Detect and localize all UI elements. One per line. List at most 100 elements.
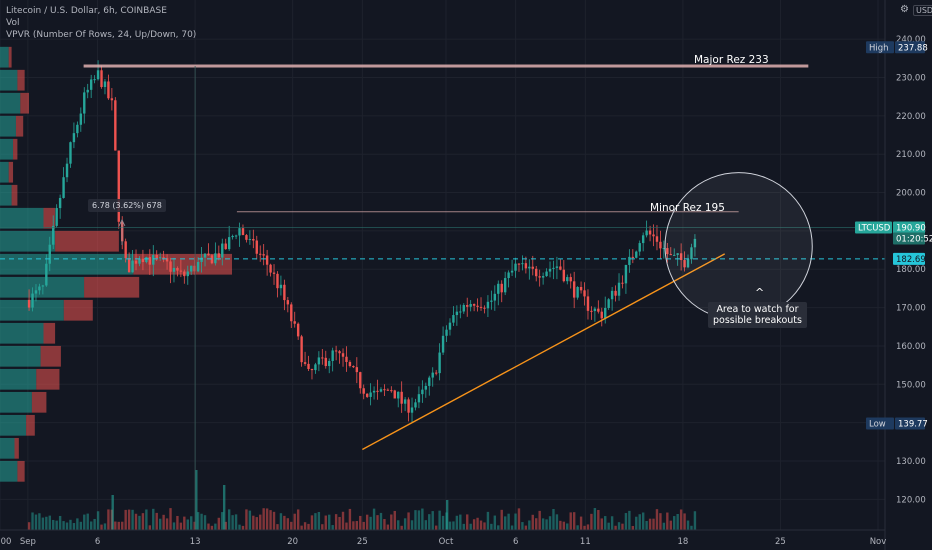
volume-bar bbox=[359, 515, 362, 530]
candle-body bbox=[162, 257, 165, 259]
candle-body bbox=[652, 234, 655, 237]
candle-body bbox=[65, 163, 69, 178]
candle-body bbox=[566, 277, 569, 282]
candle-body bbox=[466, 305, 469, 307]
candle-body bbox=[190, 265, 193, 272]
countdown-label: 01:20:52 bbox=[896, 234, 932, 244]
volume-bar bbox=[424, 520, 428, 530]
candle-body bbox=[117, 150, 120, 222]
candle-body bbox=[438, 352, 441, 374]
volume-bar bbox=[386, 524, 390, 530]
currency-label[interactable]: USD bbox=[913, 5, 932, 16]
volume-bar bbox=[55, 520, 58, 530]
candle-body bbox=[293, 321, 296, 324]
drawings bbox=[0, 64, 885, 530]
candle-body bbox=[583, 290, 586, 297]
volume-bar bbox=[283, 515, 286, 530]
volume-bar bbox=[224, 521, 227, 530]
volume-bar bbox=[597, 509, 600, 530]
volume-bar bbox=[510, 525, 514, 530]
volume-bar bbox=[635, 516, 638, 530]
candle-body bbox=[597, 308, 600, 312]
candle-body bbox=[579, 286, 583, 291]
volume-bar bbox=[141, 513, 145, 530]
candle-body bbox=[693, 238, 697, 248]
candle-body bbox=[259, 253, 262, 255]
volume-bar bbox=[517, 508, 521, 530]
candle-body bbox=[607, 299, 610, 308]
candle-body bbox=[538, 276, 541, 278]
dashed-level-label-bg bbox=[893, 252, 925, 265]
candle-body bbox=[76, 124, 79, 134]
volume-bar bbox=[69, 519, 72, 530]
volume-bar bbox=[262, 508, 265, 530]
volume-bar bbox=[545, 519, 548, 530]
volume-bar bbox=[569, 512, 572, 530]
callout-line-1: Area to watch for bbox=[716, 304, 799, 315]
vpvr-up-bar bbox=[0, 161, 9, 183]
volume-bar bbox=[421, 508, 424, 530]
volume-bar bbox=[100, 524, 103, 530]
vpvr-up-bar bbox=[0, 437, 15, 459]
volume-bar bbox=[365, 514, 369, 530]
candle-body bbox=[448, 322, 452, 330]
volume-bar bbox=[169, 508, 172, 530]
volume-bar bbox=[555, 514, 559, 530]
candle-body bbox=[310, 368, 314, 371]
candle-body bbox=[48, 244, 51, 264]
volume-bar bbox=[448, 521, 452, 530]
candle-body bbox=[393, 390, 396, 399]
candle-body bbox=[272, 272, 276, 274]
candle-body bbox=[617, 282, 621, 296]
volume-bar bbox=[590, 513, 593, 530]
volume-bar bbox=[679, 509, 683, 530]
candle-body bbox=[555, 266, 559, 268]
ticker-label-bg bbox=[855, 221, 892, 234]
volume-bar bbox=[686, 520, 690, 530]
vpvr-up-bar bbox=[0, 391, 32, 413]
candle-body bbox=[89, 79, 93, 90]
dashed-level-label: 182.69 bbox=[896, 255, 926, 265]
volume-bar bbox=[566, 523, 569, 530]
volume-bar bbox=[255, 517, 258, 530]
candle-body bbox=[355, 367, 359, 373]
volume-bar bbox=[459, 514, 462, 530]
volume-bar bbox=[410, 520, 414, 530]
candle-body bbox=[455, 311, 459, 316]
candle-body bbox=[79, 113, 83, 125]
candle-body bbox=[138, 258, 141, 264]
candle-body bbox=[383, 389, 386, 391]
volume-bar bbox=[662, 522, 666, 530]
volume-bar bbox=[214, 523, 217, 530]
candle-body bbox=[586, 296, 590, 311]
candle-body bbox=[445, 329, 448, 336]
measure-label: 6.78 (3.62%) 678 bbox=[88, 199, 166, 212]
candle-body bbox=[624, 264, 628, 284]
last-price-label-bg bbox=[893, 221, 925, 234]
volume-bar bbox=[296, 509, 300, 530]
candle-body bbox=[100, 70, 103, 88]
gear-icon[interactable]: ⚙ bbox=[900, 4, 909, 15]
candle-body bbox=[265, 255, 269, 265]
volume-bar bbox=[407, 512, 410, 530]
volume-bar bbox=[604, 516, 607, 530]
volume-bar bbox=[210, 525, 214, 530]
volume-bar bbox=[58, 515, 62, 530]
volume-bar bbox=[531, 514, 534, 530]
candle-body bbox=[507, 272, 510, 279]
candle-body bbox=[110, 98, 114, 101]
vpvr-down-bar bbox=[13, 138, 18, 160]
candle-body bbox=[55, 208, 58, 226]
candle-body bbox=[648, 230, 652, 235]
vpvr-down-bar bbox=[11, 184, 18, 206]
volume-bar bbox=[31, 512, 34, 530]
candle-body bbox=[410, 407, 414, 413]
volume-bar bbox=[314, 513, 317, 530]
y-tick-label: 150.00 bbox=[896, 380, 926, 390]
volume-bar bbox=[127, 509, 131, 530]
high-label: High bbox=[869, 43, 889, 53]
volume-bar bbox=[65, 522, 69, 530]
candle-body bbox=[493, 293, 497, 301]
candle-body bbox=[290, 304, 293, 322]
